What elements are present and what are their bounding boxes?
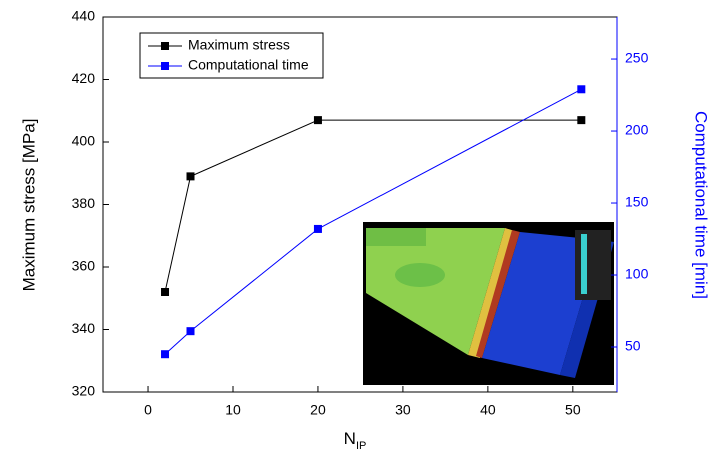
y-tick-label: 440 [72,8,96,24]
y-tick-label: 360 [72,258,96,274]
x-tick-label: 30 [395,402,411,418]
x-tick-label: 40 [480,402,496,418]
point-marker [186,172,195,181]
y-axis-label: Maximum stress [MPa] [19,119,38,292]
series-line [164,88,582,355]
y-tick-label: 340 [72,320,96,336]
x-label-main: N [344,429,356,448]
inset-image [363,222,614,385]
point-marker [186,327,195,336]
legend-marker [161,62,169,70]
y-tick-label: 420 [72,70,96,86]
y-tick-label: 400 [72,133,96,149]
point-marker [313,116,322,125]
y-tick-label: 380 [72,195,96,211]
series-line [164,119,582,293]
point-marker [161,288,170,296]
y2-tick-label: 150 [625,194,649,210]
point-marker [313,224,322,233]
x-tick-label: 50 [565,402,581,418]
y2-tick-label: 200 [625,122,649,138]
legend-marker [161,42,169,50]
point-marker [577,116,586,125]
point-marker [161,350,170,359]
y2-tick-label: 50 [625,338,641,354]
legend-label: Computational time [188,57,309,73]
y-tick-label: 320 [72,383,96,399]
x-label-sub: IP [356,440,366,452]
x-tick-label: 20 [310,402,326,418]
y2-tick-label: 250 [625,50,649,66]
y2-tick-label: 100 [625,266,649,282]
y2-axis-label: Computational time [min] [692,111,711,299]
point-marker [577,85,586,94]
x-tick-label: 10 [225,402,241,418]
legend-label: Maximum stress [188,37,290,53]
x-tick-label: 0 [144,402,152,418]
x-axis-label: NIP [344,429,367,451]
legend-box [139,32,324,79]
